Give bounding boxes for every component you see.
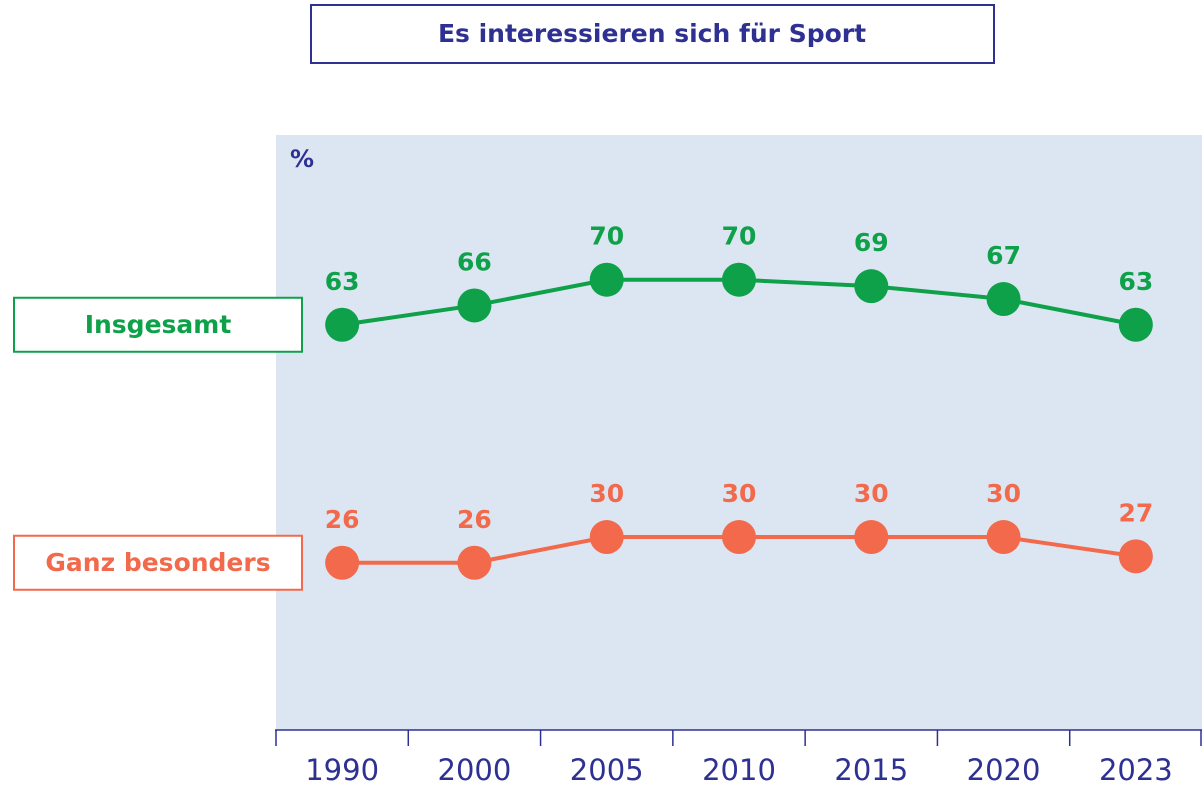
point xyxy=(325,545,360,580)
x-tick-label: 1990 xyxy=(305,753,379,787)
data-label: 70 xyxy=(589,222,624,251)
point xyxy=(1118,307,1153,342)
legend-box xyxy=(13,534,303,591)
data-label: 63 xyxy=(325,267,360,296)
data-label: 26 xyxy=(325,505,360,534)
x-tick-label: 2015 xyxy=(834,753,908,787)
point xyxy=(722,520,756,555)
plot-area xyxy=(276,135,1202,730)
legend-label: Ganz besonders xyxy=(45,548,270,577)
title-box xyxy=(310,4,995,64)
point xyxy=(1118,539,1153,574)
x-tick-label: 2005 xyxy=(570,753,644,787)
data-label: 70 xyxy=(722,222,757,251)
legend-box xyxy=(13,296,303,353)
legend-label: Insgesamt xyxy=(85,310,232,339)
point xyxy=(986,282,1021,317)
data-label: 26 xyxy=(457,505,492,534)
data-label: 66 xyxy=(457,247,492,276)
data-label: 27 xyxy=(1118,498,1153,527)
x-tick-label: 2010 xyxy=(702,753,776,787)
point xyxy=(854,269,889,304)
x-tick-label: 2020 xyxy=(967,753,1041,787)
x-tick-label: 2023 xyxy=(1099,753,1173,787)
data-label: 30 xyxy=(986,479,1021,508)
data-label: 30 xyxy=(854,479,889,508)
point xyxy=(854,520,889,555)
point xyxy=(722,262,756,297)
point xyxy=(589,520,624,555)
x-tick-label: 2000 xyxy=(438,753,512,787)
data-label: 63 xyxy=(1118,267,1153,296)
point xyxy=(457,545,492,580)
data-label: 69 xyxy=(854,228,889,257)
chart-title: Es interessieren sich für Sport xyxy=(438,19,866,48)
y-axis-label: % xyxy=(290,145,314,173)
point xyxy=(457,288,492,323)
data-label: 30 xyxy=(589,479,624,508)
data-label: 30 xyxy=(722,479,757,508)
point xyxy=(986,520,1021,555)
data-label: 67 xyxy=(986,241,1021,270)
point xyxy=(325,307,360,342)
point xyxy=(589,262,624,297)
